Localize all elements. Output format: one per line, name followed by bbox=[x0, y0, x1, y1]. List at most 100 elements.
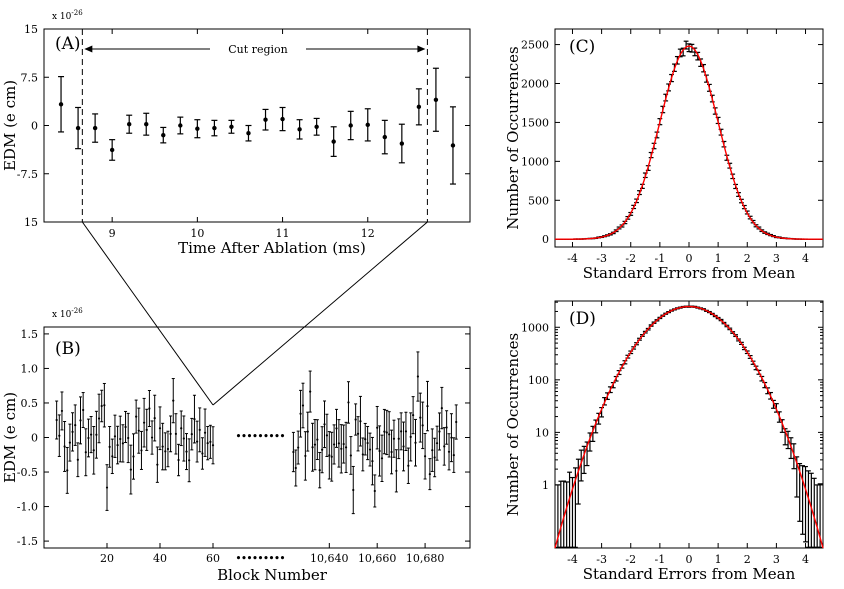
block-point bbox=[409, 435, 412, 439]
block-point bbox=[397, 437, 400, 440]
block-point bbox=[321, 448, 324, 451]
block-point bbox=[378, 449, 381, 453]
y-tick-label: 0.5 bbox=[21, 397, 39, 410]
block-point bbox=[119, 437, 122, 441]
block-point bbox=[135, 415, 138, 418]
block-point bbox=[380, 457, 384, 460]
cut-region-label: Cut region bbox=[228, 43, 287, 56]
x-tick-label: 1 bbox=[715, 252, 722, 265]
data-point bbox=[450, 143, 456, 148]
data-point bbox=[178, 123, 183, 128]
x-tick-label: 10,660 bbox=[358, 552, 397, 565]
panel-label: (A) bbox=[55, 34, 81, 54]
block-point bbox=[450, 436, 453, 439]
data-point bbox=[229, 124, 234, 129]
block-point bbox=[400, 430, 403, 433]
block-point bbox=[342, 442, 345, 446]
block-point bbox=[344, 446, 348, 449]
block-point bbox=[71, 430, 74, 433]
data-point bbox=[161, 132, 166, 138]
block-point bbox=[304, 454, 307, 458]
block-point bbox=[201, 452, 204, 455]
block-point bbox=[158, 427, 162, 430]
block-point bbox=[66, 469, 69, 472]
y-tick-label: 500 bbox=[528, 194, 549, 207]
gaussian-fit-line bbox=[554, 305, 824, 549]
block-point bbox=[376, 426, 379, 429]
block-point bbox=[407, 464, 410, 467]
block-point bbox=[416, 375, 420, 378]
block-point bbox=[60, 409, 64, 413]
block-point bbox=[111, 455, 114, 458]
y-tick-label: 2000 bbox=[521, 78, 549, 91]
panel-a: 15 -7.5 0 7.5 15 9 10 11 12 x 10-26 (A) Time After … bbox=[1, 9, 471, 257]
x-axis-label: Standard Errors from Mean bbox=[583, 264, 796, 282]
block-point bbox=[87, 436, 90, 440]
block-point bbox=[316, 438, 319, 441]
block-point bbox=[313, 443, 317, 446]
block-point bbox=[373, 489, 376, 493]
block-point bbox=[148, 407, 151, 410]
block-point bbox=[105, 486, 109, 489]
y-tick-label: 7.5 bbox=[21, 71, 39, 84]
gaussian-fit-line bbox=[555, 45, 823, 240]
block-point bbox=[121, 442, 124, 445]
block-point bbox=[423, 455, 427, 458]
block-point bbox=[431, 449, 434, 452]
y-tick-label: 1000 bbox=[521, 321, 549, 334]
block-point bbox=[347, 401, 350, 404]
plot-frame bbox=[554, 28, 824, 248]
x-axis-label: Standard Errors from Mean bbox=[583, 565, 796, 583]
block-point bbox=[156, 463, 159, 466]
y-tick-label: 0 bbox=[31, 432, 38, 445]
data-point bbox=[331, 139, 336, 144]
block-point bbox=[443, 445, 446, 448]
block-point bbox=[392, 437, 396, 440]
block-point bbox=[113, 435, 117, 438]
block-point bbox=[301, 404, 305, 407]
block-point bbox=[129, 468, 132, 471]
block-point bbox=[166, 447, 170, 451]
x-tick-label: -4 bbox=[567, 553, 578, 566]
block-point bbox=[211, 444, 215, 447]
block-point bbox=[445, 426, 448, 429]
data-point bbox=[382, 134, 387, 140]
block-point bbox=[164, 450, 167, 453]
y-tick-label: 1000 bbox=[521, 155, 549, 168]
block-point bbox=[82, 408, 85, 412]
y-axis-label: Number of Occurrences bbox=[504, 333, 522, 516]
block-point bbox=[188, 459, 191, 462]
block-point bbox=[388, 433, 391, 436]
block-point bbox=[182, 437, 185, 440]
block-point bbox=[108, 445, 111, 448]
x-tick-label: 1 bbox=[715, 553, 722, 566]
x-tick-label: 2 bbox=[744, 553, 751, 566]
data-point bbox=[433, 97, 439, 102]
multiplier-label: x 10-26 bbox=[52, 9, 83, 22]
arrow-head bbox=[84, 45, 93, 53]
data-point bbox=[195, 126, 200, 131]
panel-d: 1 10 100 1000 -4 -3 -2 -1 0 1 2 3 4 (D) Standard Error… bbox=[504, 300, 824, 583]
data-point bbox=[314, 124, 319, 129]
block-point bbox=[92, 449, 95, 452]
x-tick-label: -2 bbox=[625, 553, 636, 566]
y-tick-label: 0 bbox=[542, 233, 549, 246]
block-point bbox=[438, 430, 441, 433]
y-tick-label: 1500 bbox=[521, 116, 549, 129]
block-point bbox=[79, 419, 82, 422]
multiplier-label: x 10-26 bbox=[52, 307, 83, 320]
data-point bbox=[348, 123, 353, 128]
y-tick-label: 1.0 bbox=[21, 362, 39, 375]
data-point bbox=[416, 104, 422, 110]
block-point bbox=[294, 466, 297, 470]
panel-label: (C) bbox=[569, 37, 595, 57]
block-point bbox=[390, 450, 393, 454]
x-tick-label: -3 bbox=[596, 553, 607, 566]
y-axis-label: Number of Occurrences bbox=[504, 46, 522, 229]
block-point bbox=[74, 424, 77, 427]
block-point bbox=[132, 455, 135, 458]
x-tick-label: 0 bbox=[686, 553, 693, 566]
block-point bbox=[352, 488, 355, 492]
block-point bbox=[95, 433, 98, 436]
